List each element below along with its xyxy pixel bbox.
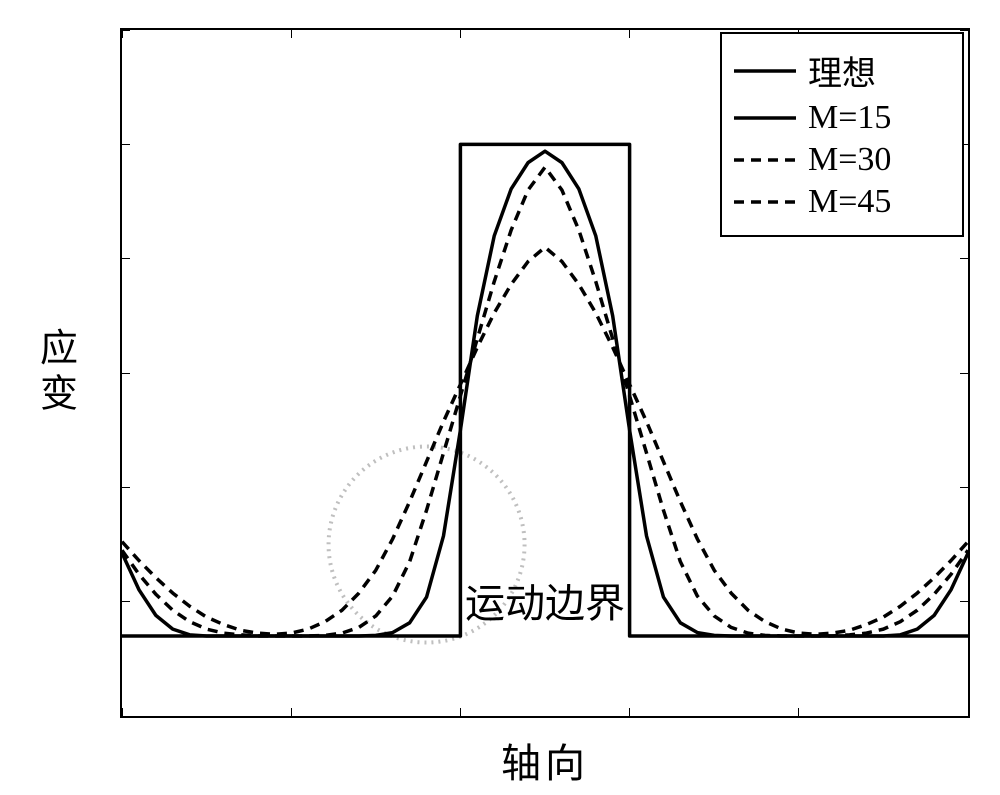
y-axis-label: 应变	[28, 327, 83, 418]
tick	[629, 708, 630, 716]
tick	[122, 30, 130, 31]
annotation-motion-boundary: 运动边界	[465, 571, 625, 629]
legend-label: M=15	[808, 99, 891, 137]
legend-swatch	[734, 109, 796, 127]
tick	[968, 30, 969, 38]
tick	[122, 144, 130, 145]
tick	[122, 258, 130, 259]
legend-item: M=15	[734, 99, 950, 137]
tick	[960, 601, 968, 602]
tick	[291, 30, 292, 38]
tick	[460, 30, 461, 38]
legend-label: M=30	[808, 141, 891, 179]
tick	[291, 708, 292, 716]
tick	[122, 716, 130, 717]
legend-swatch	[734, 151, 796, 169]
legend-item: M=30	[734, 141, 950, 179]
legend-label: M=45	[808, 183, 891, 221]
legend-label: 理想	[808, 46, 876, 95]
figure: 应变 轴向 运动边界 理想 M=15 M=30 M=45	[0, 0, 1000, 795]
tick	[960, 30, 968, 31]
legend-item: M=45	[734, 183, 950, 221]
tick	[122, 30, 123, 38]
legend: 理想 M=15 M=30 M=45	[720, 32, 964, 237]
tick	[629, 30, 630, 38]
tick	[122, 487, 130, 488]
tick	[798, 708, 799, 716]
tick	[460, 708, 461, 716]
tick	[960, 487, 968, 488]
tick	[960, 258, 968, 259]
series-M30	[122, 167, 968, 636]
tick	[122, 373, 130, 374]
tick	[960, 373, 968, 374]
tick	[122, 601, 130, 602]
legend-swatch	[734, 193, 796, 211]
x-axis-label: 轴向	[501, 731, 589, 789]
tick	[960, 716, 968, 717]
legend-item: 理想	[734, 46, 950, 95]
legend-swatch	[734, 62, 796, 80]
